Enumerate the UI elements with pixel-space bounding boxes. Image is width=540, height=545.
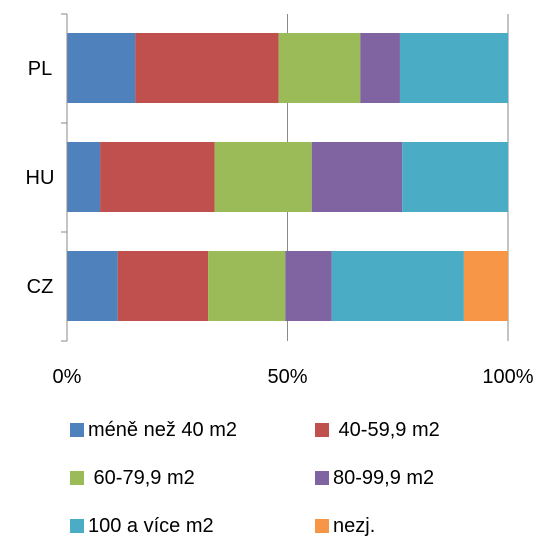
legend-label: 80-99,9 m2 bbox=[333, 467, 435, 489]
bar-hu-series-4 bbox=[311, 142, 403, 212]
bar-cz-series-3 bbox=[208, 251, 286, 321]
bar-hu-series-1 bbox=[67, 142, 101, 212]
legend-item-4: 80-99,9 m2 bbox=[315, 468, 434, 488]
legend-swatch bbox=[315, 423, 329, 437]
x-tick-label-50: 50% bbox=[267, 366, 307, 388]
bar-cz-series-4 bbox=[285, 251, 332, 321]
bar-pl-series-4 bbox=[360, 33, 400, 103]
category-label-cz: CZ bbox=[27, 276, 54, 298]
axes bbox=[61, 13, 68, 342]
legend-label: 100 a více m2 bbox=[88, 515, 214, 537]
legend-label: méně než 40 m2 bbox=[88, 419, 237, 441]
bar-pl-series-3 bbox=[278, 33, 361, 103]
bar-hu-series-5 bbox=[402, 142, 508, 212]
legend-label: nezj. bbox=[333, 515, 376, 537]
legend-item-1: méně než 40 m2 bbox=[70, 420, 237, 440]
bar-pl-series-1 bbox=[67, 33, 136, 103]
category-label-hu: HU bbox=[26, 167, 55, 189]
legend-item-5: 100 a více m2 bbox=[70, 516, 214, 536]
legend-swatch bbox=[315, 519, 329, 533]
legend-swatch bbox=[70, 423, 84, 437]
legend-item-3: 60-79,9 m2 bbox=[70, 468, 195, 488]
bar-cz-series-1 bbox=[67, 251, 118, 321]
category-labels: PL HU CZ bbox=[26, 58, 55, 298]
category-label-pl: PL bbox=[28, 58, 52, 80]
bar-pl-series-5 bbox=[399, 33, 508, 103]
bars bbox=[67, 33, 508, 321]
legend-label: 40-59,9 m2 bbox=[333, 419, 440, 441]
bar-cz-series-6 bbox=[463, 251, 508, 321]
bar-hu-series-3 bbox=[214, 142, 312, 212]
legend-label: 60-79,9 m2 bbox=[88, 467, 195, 489]
legend-swatch bbox=[70, 471, 84, 485]
legend-swatch bbox=[70, 519, 84, 533]
x-tick-label-0: 0% bbox=[53, 366, 82, 388]
bar-hu-series-2 bbox=[100, 142, 215, 212]
legend-item-2: 40-59,9 m2 bbox=[315, 420, 440, 440]
chart: PL HU CZ 0% 50% 100% bbox=[26, 13, 534, 388]
x-tick-label-100: 100% bbox=[482, 366, 533, 388]
legend-item-6: nezj. bbox=[315, 516, 375, 536]
tick-labels: 0% 50% 100% bbox=[53, 366, 534, 388]
bar-cz-series-2 bbox=[117, 251, 209, 321]
legend-swatch bbox=[315, 471, 329, 485]
legend: méně než 40 m2 40-59,9 m2 60-79,9 m2 80-9… bbox=[70, 420, 530, 545]
bar-cz-series-5 bbox=[331, 251, 464, 321]
bar-pl-series-2 bbox=[135, 33, 279, 103]
